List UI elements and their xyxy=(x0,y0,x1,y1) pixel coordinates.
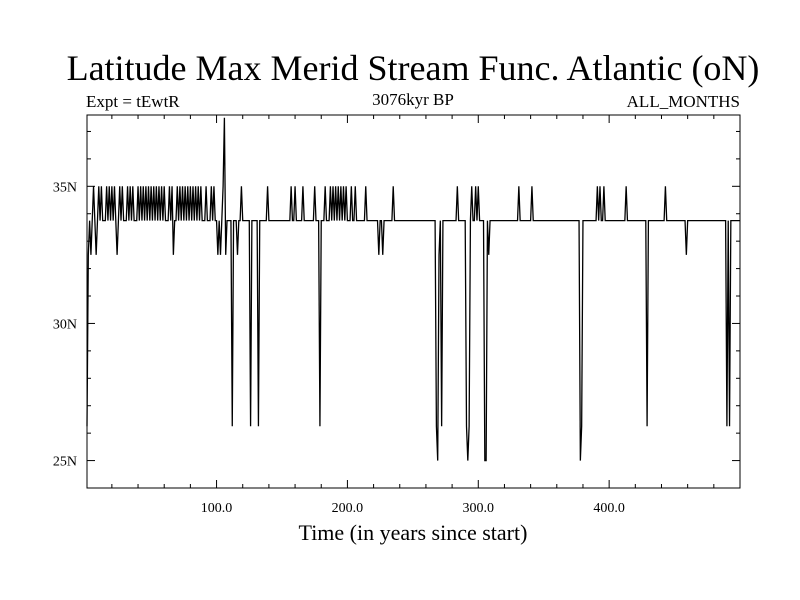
chart-title: Latitude Max Merid Stream Func. Atlantic… xyxy=(67,48,760,88)
x-tick-label: 200.0 xyxy=(332,501,364,516)
y-tick-label: 25N xyxy=(53,455,77,470)
x-axis-label: Time (in years since start) xyxy=(299,520,528,545)
months-label: ALL_MONTHS xyxy=(627,92,740,111)
x-tick-label: 400.0 xyxy=(593,501,625,516)
experiment-label: Expt = tEwtR xyxy=(86,92,180,111)
series-line-tEwtR xyxy=(86,117,740,462)
x-tick-label: 300.0 xyxy=(463,501,495,516)
y-tick-label: 35N xyxy=(53,180,77,195)
plot-frame xyxy=(86,114,741,489)
x-tick-label: 100.0 xyxy=(201,501,233,516)
series-layer xyxy=(86,117,740,462)
y-tick-label: 30N xyxy=(53,317,77,332)
axes-layer: 100.0 200.0 300.0 400.0 25N 30N 35N xyxy=(53,115,740,516)
period-label: 3076kyr BP xyxy=(372,90,454,109)
